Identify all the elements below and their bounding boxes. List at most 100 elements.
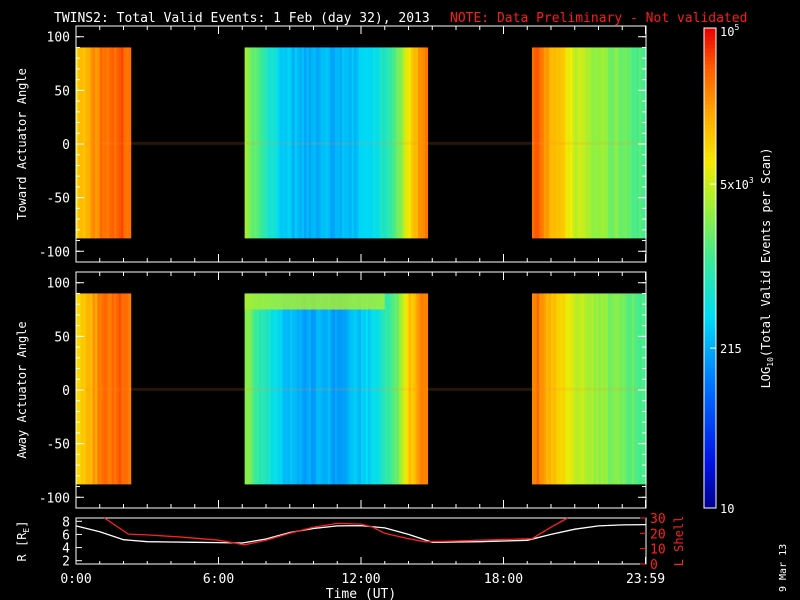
heatmap-column [263, 293, 267, 485]
heatmap-column [76, 293, 79, 485]
x-tick-label: 18:00 [484, 572, 523, 587]
heatmap-column [308, 293, 312, 485]
heatmap-column [244, 47, 248, 239]
heatmap-column [543, 293, 547, 485]
colorbar-cell [704, 220, 716, 225]
heatmap-column [275, 47, 279, 239]
colorbar-cell [704, 484, 716, 489]
colorbar-cell [704, 60, 716, 65]
colorbar-cell [704, 304, 716, 309]
heatmap-column [418, 293, 421, 485]
heatmap-column [285, 47, 288, 239]
heatmap-column [555, 293, 559, 485]
colorbar-cell [704, 96, 716, 101]
colorbar-cell [704, 44, 716, 49]
heatmap-column [313, 293, 317, 485]
colorbar-cell [704, 336, 716, 341]
heatmap-column [375, 293, 379, 485]
zero-angle-band [76, 141, 646, 145]
heatmap-column [320, 47, 324, 239]
colorbar-tick-label: 105 [720, 23, 739, 39]
y-tick-label: -50 [47, 438, 70, 453]
heatmap-column [638, 293, 642, 485]
colorbar-cell [704, 388, 716, 393]
heatmap-column [372, 293, 376, 485]
colorbar-cell [704, 200, 716, 205]
heatmap-column [334, 47, 338, 239]
heatmap-column [256, 293, 260, 485]
heatmap-column [90, 47, 94, 239]
colorbar-cell [704, 284, 716, 289]
heatmap-column [261, 47, 265, 239]
heatmap-column [244, 293, 248, 485]
right-tick-label: 10 [650, 543, 666, 558]
heatmap-column [406, 47, 410, 239]
y-axis-label: Away Actuator Angle [15, 321, 29, 458]
heatmap-column [87, 47, 91, 239]
colorbar-cell [704, 92, 716, 97]
heatmap-column [114, 293, 117, 485]
y-axis-label: Toward Actuator Angle [15, 68, 29, 220]
heatmap-column [109, 293, 113, 485]
heatmap-column [106, 293, 110, 485]
heatmap-column [408, 47, 412, 239]
heatmap-column [425, 293, 429, 485]
left-tick-label: 2 [62, 555, 70, 570]
heatmap-column [589, 293, 592, 485]
radius-line [75, 523, 647, 544]
heatmap-column [349, 293, 353, 485]
colorbar-cell [704, 244, 716, 249]
heatmap-column [363, 47, 367, 239]
heatmap-column [532, 47, 535, 239]
heatmap-column [311, 293, 315, 485]
heatmap-column [76, 47, 79, 239]
heatmap-column [534, 293, 538, 485]
heatmap-column [80, 47, 84, 239]
heatmap-column [304, 47, 307, 239]
heatmap-column [570, 47, 573, 239]
heatmap-column [619, 293, 623, 485]
colorbar-cell [704, 104, 716, 109]
heatmap-column [600, 293, 604, 485]
colorbar-label: LOG10(Total Valid Events per Scan) [759, 148, 775, 389]
heatmap-column [629, 47, 633, 239]
colorbar-cell [704, 128, 716, 133]
colorbar-cell [704, 216, 716, 221]
heatmap-column [92, 293, 96, 485]
heatmap-column [636, 47, 640, 239]
heatmap-column [622, 47, 626, 239]
colorbar-cell [704, 316, 716, 321]
heatmap-column [420, 47, 424, 239]
heatmap-column [543, 47, 547, 239]
heatmap-column [258, 293, 262, 485]
colorbar-cell [704, 164, 716, 169]
heatmap-column [313, 47, 317, 239]
heatmap-column [584, 293, 588, 485]
heatmap-column [311, 47, 315, 239]
colorbar-cell [704, 476, 716, 481]
colorbar-cell [704, 80, 716, 85]
x-tick-label: 23:59 [626, 572, 665, 587]
heatmap-column [325, 47, 329, 239]
heatmap-column [394, 47, 398, 239]
colorbar-cell [704, 52, 716, 57]
heatmap-column [87, 293, 91, 485]
heatmap-column [410, 47, 414, 239]
heatmap-column [384, 47, 388, 239]
colorbar-cell [704, 276, 716, 281]
colorbar-cell [704, 368, 716, 373]
heatmap-column [389, 47, 393, 239]
heatmap-column [593, 47, 597, 239]
heatmap-column [294, 47, 298, 239]
heatmap-column [292, 47, 296, 239]
colorbar-cell [704, 176, 716, 181]
colorbar-cell [704, 192, 716, 197]
heatmap-column [401, 293, 405, 485]
colorbar-cell [704, 144, 716, 149]
heatmap-column [546, 47, 550, 239]
colorbar-cell [704, 460, 716, 465]
colorbar-cell [704, 416, 716, 421]
colorbar-cell [704, 320, 716, 325]
heatmap-column [102, 47, 106, 239]
colorbar-cell [704, 392, 716, 397]
